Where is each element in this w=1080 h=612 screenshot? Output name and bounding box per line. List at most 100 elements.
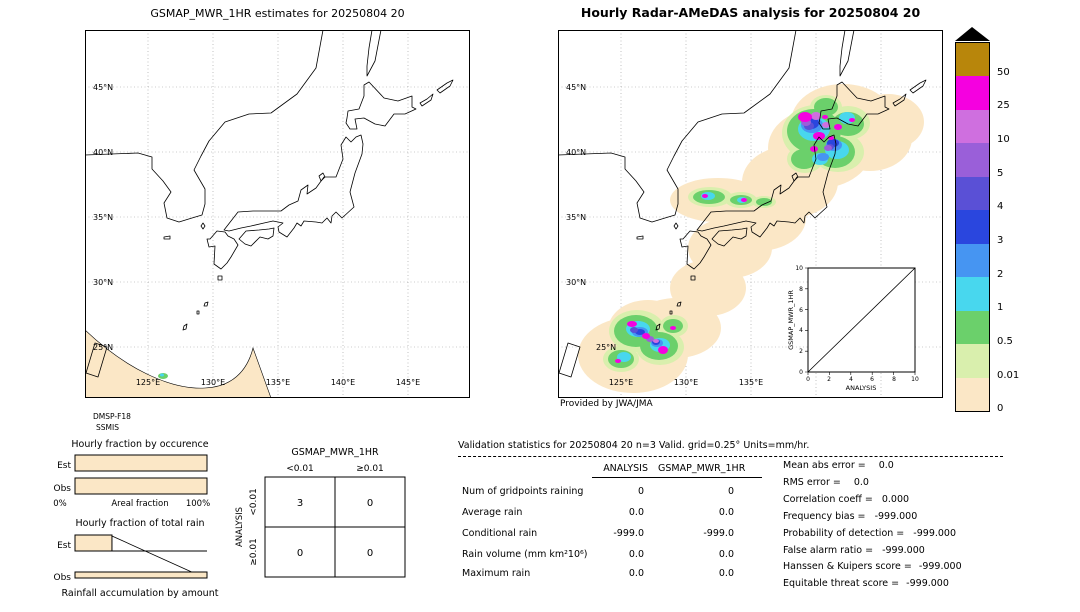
- contingency-row-header: ≥0.01: [249, 538, 259, 566]
- colorbar-tick-label: 1: [997, 302, 1004, 313]
- colorbar-segment: [956, 377, 989, 411]
- score-line: Equitable threat score = -999.000: [783, 578, 949, 589]
- lon-tick-label: 135°E: [739, 378, 763, 387]
- colorbar-tick-label: 2: [997, 269, 1004, 280]
- amount-chart-caption: Rainfall accumulation by amount: [62, 588, 219, 599]
- amount-est-bar: [74, 534, 113, 552]
- amount-obs-bar: [74, 571, 208, 579]
- stats-analysis-value: -999.0: [613, 528, 644, 539]
- colorbar-segment: [956, 43, 989, 77]
- right-map-grid-labels: 45°N 40°N 35°N 30°N 25°N 125°E 130°E 135…: [566, 83, 763, 387]
- occurrence-est-bar: [74, 454, 208, 472]
- lon-tick-label: 145°E: [396, 378, 420, 387]
- satellite-swath: [85, 329, 272, 398]
- satellite-source-line2: SSMIS: [96, 423, 119, 432]
- contingency-cell: 0: [367, 498, 373, 509]
- lat-tick-label: 35°N: [93, 213, 113, 222]
- score-value: 0.0: [853, 477, 869, 488]
- stats-gsmap-value: 0: [727, 486, 734, 497]
- score-line: Mean abs error = 0.0: [783, 460, 894, 471]
- lat-tick-label: 45°N: [566, 83, 586, 92]
- amount-est-label: Est: [57, 541, 71, 551]
- stats-gsmap-value: 0.0: [718, 507, 734, 518]
- inset-scatter: 0 2 4 6 8 10 0 2 4 6 8 10 ANALYSIS GSMAP…: [787, 265, 919, 392]
- right-map-title: Hourly Radar-AMeDAS analysis for 2025080…: [580, 5, 921, 20]
- coastline: [85, 30, 454, 378]
- score-line: Frequency bias = -999.000: [783, 511, 917, 522]
- stats-analysis-value: 0.0: [628, 549, 644, 560]
- amount-accumulation-line: [111, 535, 206, 579]
- occurrence-axis-label: Areal fraction: [111, 499, 168, 509]
- stats-gsmap-value: -999.0: [703, 528, 734, 539]
- stats-analysis-value: 0.0: [628, 568, 644, 579]
- contingency-col-header: ≥0.01: [356, 464, 384, 474]
- inset-y-tick: 8: [799, 286, 803, 293]
- lat-tick-label: 45°N: [93, 83, 113, 92]
- inset-x-tick: 10: [911, 376, 919, 383]
- inset-x-tick: 2: [827, 376, 831, 383]
- inset-x-tick: 6: [870, 376, 874, 383]
- inset-xlabel: ANALYSIS: [846, 384, 877, 392]
- lat-tick-label: 30°N: [566, 278, 586, 287]
- score-line: Probability of detection = -999.000: [783, 528, 956, 539]
- satellite-source-line1: DMSP-F18: [93, 412, 131, 421]
- score-label: Correlation coeff =: [783, 494, 873, 505]
- colorbar-tick-label: 3: [997, 235, 1004, 246]
- stats-row-label: Maximum rain: [462, 568, 531, 579]
- stats-row-label: Average rain: [462, 507, 523, 518]
- stats-row-label: Num of gridpoints raining: [462, 486, 584, 497]
- inset-y-tick: 0: [799, 369, 803, 376]
- lon-tick-label: 125°E: [136, 378, 160, 387]
- colorbar-tick-label: 0.5: [997, 336, 1013, 347]
- fraction-charts: Hourly fraction by occurence Est Obs 0% …: [53, 439, 219, 599]
- score-label: Mean abs error =: [783, 460, 866, 471]
- colorbar-segment: [956, 310, 989, 345]
- lat-tick-label: 40°N: [93, 148, 113, 157]
- contingency-cell: 0: [297, 548, 303, 559]
- inset-x-tick: 8: [892, 376, 896, 383]
- stats-title: Validation statistics for 20250804 20 n=…: [458, 440, 810, 451]
- occurrence-axis-min: 0%: [53, 499, 67, 509]
- score-label: RMS error =: [783, 477, 841, 488]
- colorbar-tick-label: 0.01: [997, 370, 1020, 381]
- colorbar-over-triangle: [955, 27, 990, 41]
- score-label: Equitable threat score =: [783, 578, 900, 589]
- contingency-side-label: ANALYSIS: [235, 507, 245, 547]
- amount-obs-label: Obs: [54, 573, 72, 583]
- colorbar-segment: [956, 176, 989, 211]
- stats-row-label: Rain volume (mm km²10⁶): [462, 549, 588, 560]
- occurrence-obs-bar: [74, 477, 208, 495]
- lon-tick-label: 130°E: [201, 378, 225, 387]
- left-map-grid-labels: 45°N 40°N 35°N 30°N 25°N 125°E 130°E 135…: [93, 83, 420, 387]
- score-value: -999.000: [874, 511, 918, 522]
- occurrence-est-label: Est: [57, 461, 71, 471]
- stats-divider: [458, 456, 1003, 457]
- contingency-row-header: <0.01: [249, 488, 259, 516]
- right-map: 0 2 4 6 8 10 0 2 4 6 8 10 ANALYSIS GSMAP…: [558, 30, 943, 398]
- amount-chart-title: Hourly fraction of total rain: [76, 518, 205, 529]
- inset-y-tick: 10: [795, 265, 803, 272]
- lat-tick-label: 25°N: [596, 343, 616, 352]
- lat-tick-label: 25°N: [93, 343, 113, 352]
- colorbar-tick-label: 0: [997, 403, 1004, 414]
- colorbar-tick-label: 4: [997, 201, 1004, 212]
- inset-x-tick: 4: [849, 376, 853, 383]
- contingency-table: GSMAP_MWR_1HR <0.01 ≥0.01 ANALYSIS <0.01…: [235, 447, 406, 578]
- colorbar-segment: [956, 277, 989, 311]
- colorbar-tick-label: 25: [997, 100, 1010, 111]
- inset-y-tick: 6: [799, 307, 803, 314]
- lat-tick-label: 40°N: [566, 148, 586, 157]
- colorbar-segment: [956, 76, 989, 110]
- stats-analysis-value: 0: [637, 486, 644, 497]
- inset-y-tick: 4: [799, 327, 803, 334]
- score-value: 0.0: [878, 460, 894, 471]
- score-line: False alarm ratio = -999.000: [783, 545, 925, 556]
- stats-row-label: Conditional rain: [462, 528, 538, 539]
- identity-line: [807, 267, 916, 373]
- contingency-cell: 0: [367, 548, 373, 559]
- inset-ylabel: GSMAP_MWR_1HR: [787, 290, 795, 350]
- stats-col-header-gsmap: GSMAP_MWR_1HR: [658, 463, 746, 474]
- map-frame: [85, 30, 470, 398]
- score-line: Correlation coeff = 0.000: [783, 494, 909, 505]
